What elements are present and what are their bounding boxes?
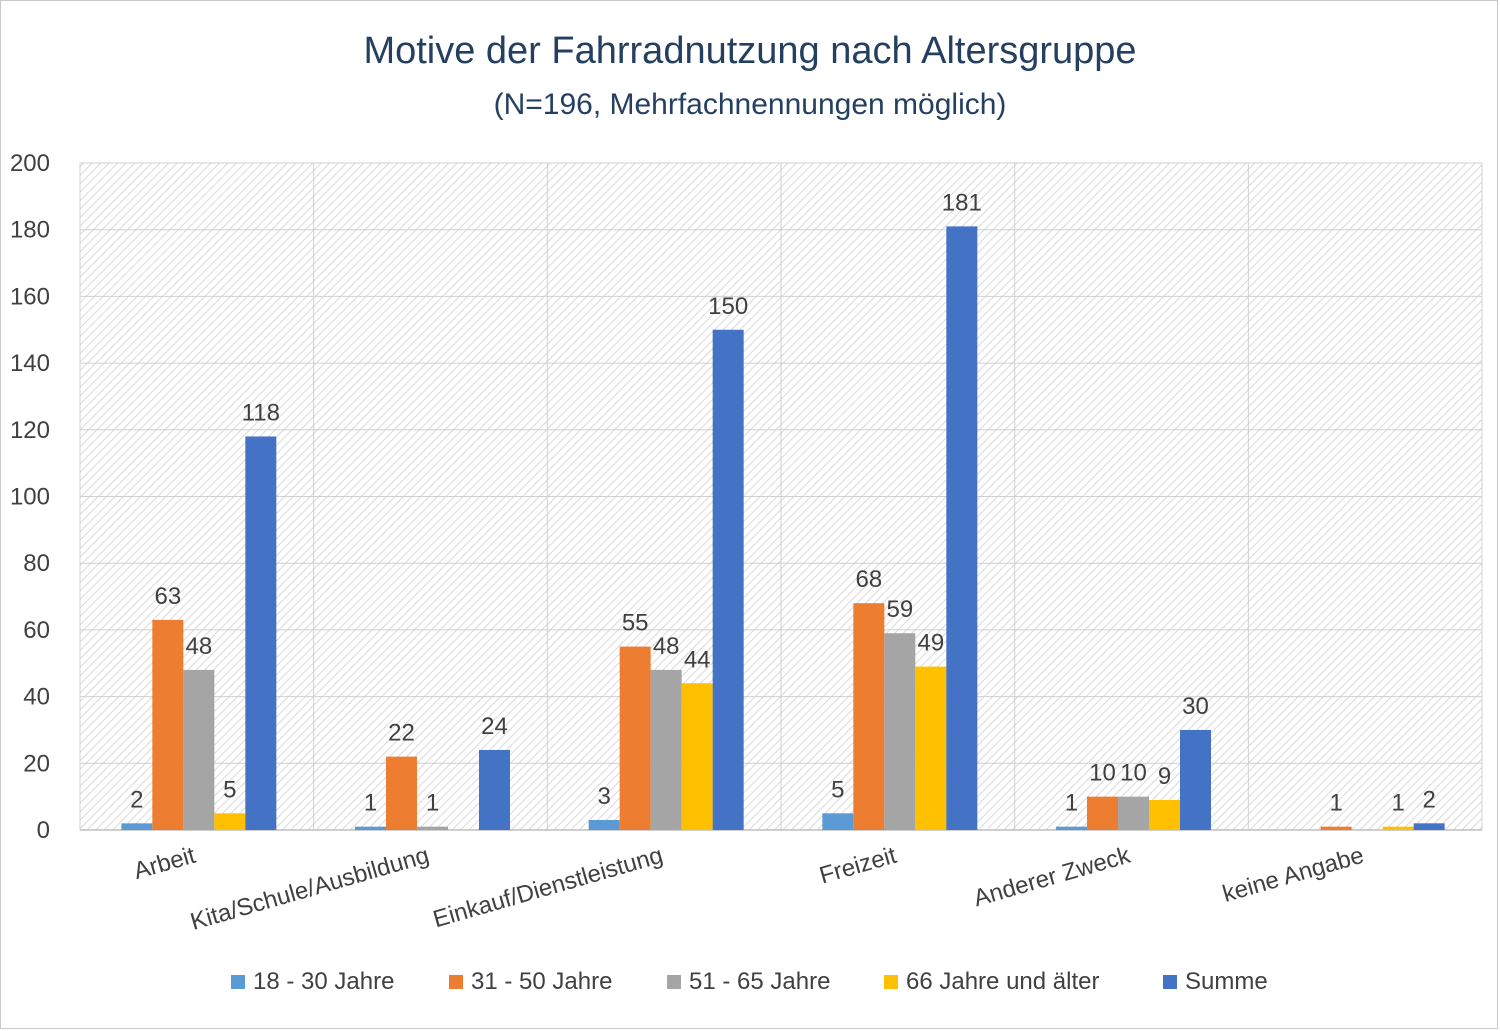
- legend-label: 18 - 30 Jahre: [253, 968, 395, 995]
- legend: 18 - 30 Jahre 31 - 50 Jahre 51 - 65 Jahre 6…: [0, 962, 1500, 1002]
- bar: [915, 666, 947, 830]
- data-label: 48: [185, 633, 212, 660]
- legend-swatch: [231, 975, 245, 989]
- chart-title: Motive der Fahrradnutzung nach Altersgru…: [363, 30, 1137, 72]
- bar: [1087, 796, 1118, 830]
- data-label: 3: [597, 783, 610, 810]
- y-tick-label: 40: [23, 684, 50, 711]
- data-label: 5: [831, 776, 844, 803]
- data-label: 10: [1120, 760, 1147, 787]
- data-label: 2: [1422, 786, 1435, 813]
- legend-label: Summe: [1185, 968, 1268, 995]
- y-tick-label: 120: [10, 417, 50, 444]
- legend-swatch: [449, 975, 463, 989]
- legend-label: 31 - 50 Jahre: [471, 968, 613, 995]
- bar: [650, 669, 682, 830]
- legend-label: 51 - 65 Jahre: [689, 968, 831, 995]
- data-label: 1: [364, 790, 377, 817]
- legend-swatch: [667, 975, 681, 989]
- data-label: 5: [223, 776, 236, 803]
- bar: [245, 436, 277, 830]
- x-tick-label: Arbeit: [131, 842, 199, 885]
- x-tick-label: Einkauf/Dienstleistung: [430, 842, 666, 933]
- bar: [1118, 796, 1149, 830]
- bar: [588, 819, 620, 830]
- data-label: 49: [917, 630, 944, 657]
- data-label: 118: [242, 399, 280, 426]
- data-label: 1: [1065, 790, 1078, 817]
- bar: [386, 756, 417, 830]
- bar: [853, 603, 885, 830]
- y-tick-label: 0: [37, 817, 50, 844]
- y-axis: 0 20 40 60 80 100 120 140 160 180 200: [10, 150, 50, 844]
- bars: [121, 226, 1445, 831]
- bar: [681, 683, 713, 830]
- legend-item: 31 - 50 Jahre: [449, 968, 612, 996]
- bar: [355, 826, 386, 830]
- y-tick-label: 60: [23, 617, 50, 644]
- data-label: 22: [388, 720, 415, 747]
- bar: [183, 669, 215, 830]
- legend-item: 18 - 30 Jahre: [231, 968, 394, 996]
- data-label: 44: [684, 646, 711, 673]
- bar: [946, 226, 978, 831]
- bar: [822, 813, 854, 830]
- data-label: 63: [154, 583, 181, 610]
- y-tick-label: 160: [10, 283, 50, 310]
- data-label: 1: [1329, 790, 1342, 817]
- bar: [417, 826, 448, 830]
- bar: [1320, 826, 1352, 830]
- x-axis: ArbeitKita/Schule/AusbildungEinkauf/Dien…: [131, 842, 1367, 936]
- x-tick-label: Freizeit: [816, 842, 899, 890]
- y-tick-label: 80: [23, 550, 50, 577]
- data-label: 55: [622, 610, 649, 637]
- legend-swatch: [1163, 975, 1177, 989]
- bar: [1180, 729, 1211, 830]
- bar: [1413, 823, 1445, 830]
- y-tick-label: 180: [10, 217, 50, 244]
- data-label: 1: [426, 790, 439, 817]
- data-label: 10: [1089, 760, 1116, 787]
- bar: [1149, 799, 1180, 830]
- data-label: 24: [481, 713, 508, 740]
- legend-swatch: [884, 975, 898, 989]
- legend-item: Summe: [1163, 968, 1268, 996]
- x-tick-label: Kita/Schule/Ausbildung: [187, 842, 432, 936]
- chart-subtitle: (N=196, Mehrfachnennungen möglich): [493, 88, 1007, 121]
- data-label: 30: [1182, 693, 1209, 720]
- data-label: 68: [855, 566, 882, 593]
- data-label: 2: [130, 786, 143, 813]
- legend-label: 66 Jahre und älter: [906, 968, 1100, 995]
- legend-item: 66 Jahre und älter: [884, 968, 1099, 996]
- bar: [214, 813, 246, 830]
- bar: [152, 619, 184, 830]
- bar: [121, 823, 153, 830]
- y-tick-label: 200: [10, 150, 50, 177]
- bar: [1056, 826, 1087, 830]
- legend-item: 51 - 65 Jahre: [667, 968, 830, 996]
- data-label: 150: [708, 293, 748, 320]
- data-label: 1: [1391, 790, 1404, 817]
- data-label: 9: [1158, 763, 1171, 790]
- y-tick-label: 140: [10, 350, 50, 377]
- data-label: 181: [942, 189, 982, 216]
- bar: [479, 749, 510, 830]
- data-label: 48: [653, 633, 680, 660]
- bar: [884, 633, 916, 830]
- y-tick-label: 100: [10, 484, 50, 511]
- bar: [1382, 826, 1414, 830]
- data-label: 59: [886, 596, 913, 623]
- bar: [712, 329, 744, 830]
- y-tick-label: 20: [23, 750, 50, 777]
- x-tick-label: Anderer Zweck: [971, 842, 1135, 913]
- x-tick-label: keine Angabe: [1220, 842, 1367, 908]
- gridlines: [79, 162, 1483, 831]
- bar: [619, 646, 651, 830]
